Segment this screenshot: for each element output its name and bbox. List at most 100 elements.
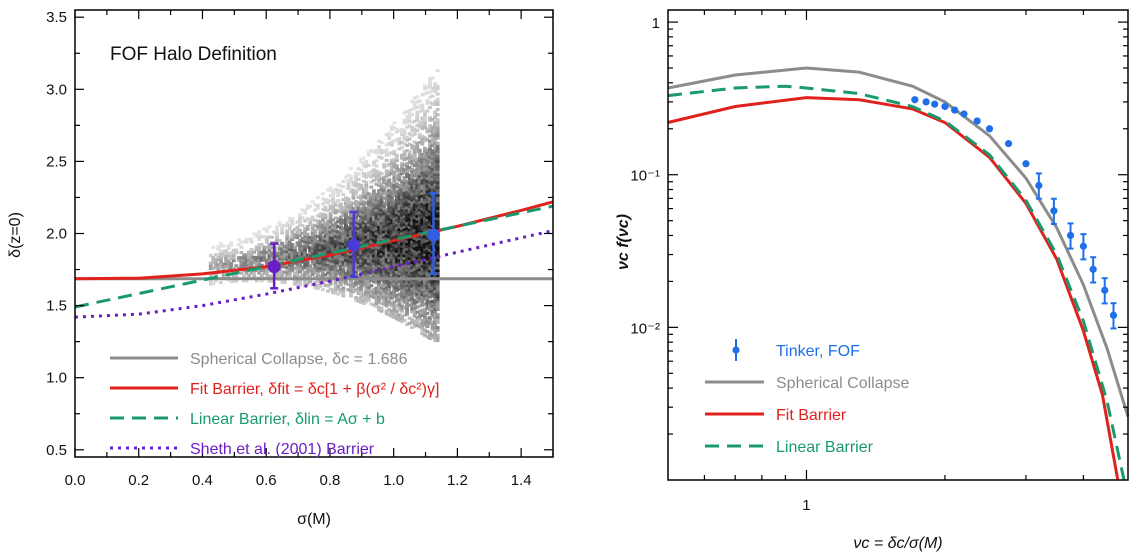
density-cell bbox=[331, 267, 336, 271]
density-cell bbox=[290, 250, 295, 254]
density-cell bbox=[410, 190, 415, 195]
density-cell bbox=[417, 172, 422, 176]
density-cell bbox=[318, 214, 323, 218]
density-cell bbox=[359, 235, 364, 239]
density-cell bbox=[382, 209, 387, 213]
density-cell bbox=[428, 116, 432, 120]
density-cell bbox=[361, 234, 366, 238]
density-cell bbox=[397, 274, 402, 278]
density-cell bbox=[382, 238, 387, 242]
density-cell bbox=[417, 208, 422, 212]
density-cell bbox=[305, 279, 310, 283]
density-cell bbox=[433, 204, 438, 208]
density-cell bbox=[341, 270, 346, 274]
density-cell bbox=[382, 300, 387, 304]
density-cell bbox=[321, 262, 325, 266]
density-cell bbox=[415, 183, 420, 187]
density-cell bbox=[400, 216, 404, 220]
density-cell bbox=[359, 298, 364, 302]
density-cell bbox=[290, 217, 295, 221]
density-cell bbox=[231, 248, 236, 252]
density-cell bbox=[267, 235, 272, 239]
density-cell bbox=[346, 262, 351, 266]
density-cell bbox=[366, 259, 371, 263]
density-cell bbox=[343, 230, 348, 234]
density-cell bbox=[292, 248, 297, 252]
density-cell bbox=[361, 260, 366, 264]
density-cell bbox=[384, 260, 389, 264]
density-cell bbox=[356, 299, 361, 303]
density-cell bbox=[412, 195, 417, 199]
density-cell bbox=[315, 227, 320, 231]
density-cell bbox=[394, 200, 399, 204]
density-cell bbox=[264, 258, 269, 262]
density-cell bbox=[285, 273, 290, 277]
density-cell bbox=[216, 252, 221, 256]
density-cell bbox=[366, 171, 371, 175]
density-cell bbox=[405, 203, 410, 207]
density-cell bbox=[208, 261, 213, 265]
density-cell bbox=[415, 274, 420, 278]
density-cell bbox=[435, 266, 440, 270]
density-cell bbox=[321, 275, 325, 279]
density-cell bbox=[221, 249, 226, 253]
density-cell bbox=[389, 171, 394, 176]
density-cell bbox=[410, 318, 415, 322]
density-cell bbox=[397, 243, 402, 247]
density-cell bbox=[343, 279, 348, 283]
density-cell bbox=[379, 265, 384, 269]
density-cell bbox=[346, 220, 351, 224]
density-cell bbox=[430, 118, 435, 122]
density-cell bbox=[356, 201, 361, 205]
density-cell bbox=[321, 212, 325, 216]
density-cell bbox=[430, 310, 435, 314]
density-cell bbox=[346, 251, 351, 255]
density-cell bbox=[412, 241, 417, 245]
density-cell bbox=[430, 156, 435, 161]
density-cell bbox=[361, 268, 366, 272]
density-cell bbox=[425, 127, 430, 131]
density-cell bbox=[333, 291, 338, 295]
density-cell bbox=[430, 138, 435, 142]
density-cell bbox=[359, 279, 364, 284]
density-cell bbox=[433, 255, 438, 260]
density-cell bbox=[410, 229, 415, 233]
density-cell bbox=[287, 245, 292, 249]
density-cell bbox=[359, 215, 364, 219]
density-cell bbox=[387, 225, 392, 229]
density-cell bbox=[356, 188, 361, 192]
density-cell bbox=[407, 176, 412, 180]
density-cell bbox=[430, 130, 435, 135]
density-cell bbox=[323, 244, 328, 248]
left-chart-title: FOF Halo Definition bbox=[110, 44, 277, 65]
density-cell bbox=[394, 226, 399, 230]
density-cell bbox=[349, 177, 353, 181]
density-cell bbox=[356, 185, 361, 189]
density-cell bbox=[410, 250, 415, 254]
density-cell bbox=[377, 196, 381, 200]
density-cell bbox=[435, 258, 440, 262]
density-cell bbox=[392, 157, 397, 161]
density-cell bbox=[387, 206, 392, 211]
density-cell bbox=[428, 160, 432, 164]
density-cell bbox=[394, 247, 399, 251]
density-cell bbox=[400, 205, 404, 209]
density-cell bbox=[407, 262, 412, 266]
density-cell bbox=[234, 274, 239, 278]
density-cell bbox=[425, 171, 430, 175]
density-cell bbox=[333, 237, 338, 241]
density-cell bbox=[341, 229, 346, 233]
density-cell bbox=[267, 279, 272, 283]
density-cell bbox=[422, 320, 427, 324]
series-line-fit-barrier bbox=[667, 96, 1120, 481]
density-cell bbox=[318, 233, 323, 237]
density-cell bbox=[394, 177, 399, 181]
density-cell bbox=[425, 236, 430, 240]
density-cell bbox=[384, 221, 389, 225]
density-cell bbox=[422, 203, 427, 207]
density-cell bbox=[417, 122, 422, 126]
density-cell bbox=[428, 90, 432, 94]
density-cell bbox=[379, 198, 384, 202]
density-cell bbox=[433, 128, 438, 132]
density-cell bbox=[410, 222, 415, 226]
